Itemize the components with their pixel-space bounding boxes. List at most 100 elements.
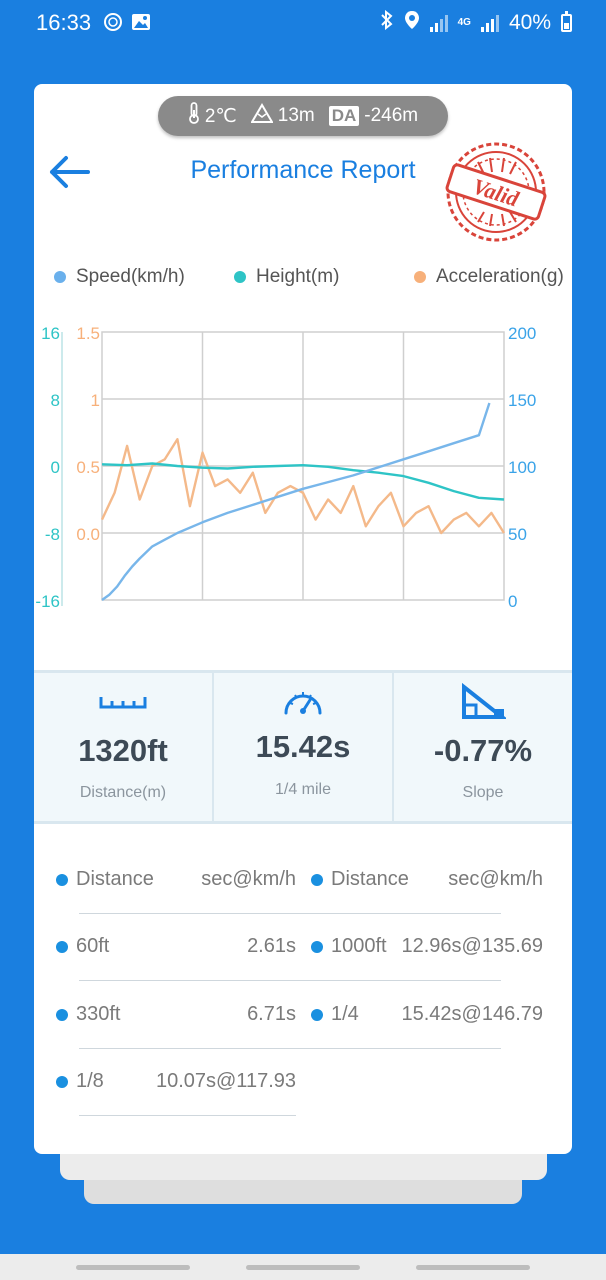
tick-label-height: -16 xyxy=(35,592,60,610)
result-name: 60ft xyxy=(76,935,110,957)
image-icon xyxy=(131,12,151,37)
row-divider xyxy=(79,1048,296,1049)
result-row: 1/8 10.07s@117.93 xyxy=(34,1050,296,1116)
back-button[interactable] xyxy=(46,154,92,190)
result-value: 15.42s@146.79 xyxy=(401,1003,543,1025)
tick-label-height: 0 xyxy=(51,458,60,477)
result-row: 330ft 6.71s xyxy=(34,983,296,1049)
vpn-icon xyxy=(103,12,123,37)
row-divider xyxy=(79,1115,296,1116)
tick-label-height: 16 xyxy=(41,324,60,343)
legend-dot xyxy=(54,271,66,283)
tick-label-speed: 50 xyxy=(508,525,527,544)
series-line-heightm xyxy=(101,462,505,501)
tick-label-speed: 200 xyxy=(508,324,536,343)
location-icon xyxy=(404,10,420,36)
nav-home-button[interactable] xyxy=(246,1265,360,1270)
result-value: 12.96s@135.69 xyxy=(401,935,543,957)
speedometer-icon xyxy=(282,687,324,722)
signal-icon xyxy=(429,14,448,32)
tick-label-speed: 100 xyxy=(508,458,536,477)
legend-dot xyxy=(234,271,246,283)
battery-percent: 40% xyxy=(508,11,551,34)
performance-chart: 16 8 0 -8 -16 1.5 1 0.5 0.0 200 150 100 50 0 xyxy=(35,324,536,610)
legend-speed[interactable]: Speed(km/h) xyxy=(54,266,185,288)
series-line-speedkmh xyxy=(101,402,491,601)
row-divider xyxy=(289,980,501,981)
tick-label-acceleration: 1.5 xyxy=(76,324,100,343)
result-value: 2.61s xyxy=(247,935,296,957)
tick-label-height: -8 xyxy=(45,525,60,544)
tick-label-acceleration: 0.5 xyxy=(76,458,100,477)
network-type: 4G xyxy=(457,17,471,28)
result-row: 1000ft 12.96s@135.69 xyxy=(289,915,543,981)
status-bar: 16:33 4G 40% xyxy=(0,0,606,46)
slope-icon xyxy=(460,682,508,726)
result-name: Distance xyxy=(76,868,154,890)
result-value: 10.07s@117.93 xyxy=(155,1070,296,1092)
stat-distance: 1320ft Distance(m) xyxy=(34,673,212,821)
stat-label: Distance(m) xyxy=(79,784,167,801)
bullet-dot xyxy=(311,874,323,886)
ruler-icon xyxy=(99,695,147,714)
tick-label-speed: 150 xyxy=(508,391,536,410)
da-badge: DA xyxy=(328,106,360,126)
signal-icon-2 xyxy=(480,14,499,32)
result-header-left: Distance sec@km/h xyxy=(34,848,296,914)
density-altitude-value: -246m xyxy=(364,105,419,126)
nav-recents-button[interactable] xyxy=(76,1265,190,1270)
arrow-left-icon xyxy=(50,156,90,188)
tick-label-acceleration: 0.0 xyxy=(76,525,100,544)
row-divider xyxy=(289,913,501,914)
bluetooth-icon xyxy=(380,9,394,36)
legend-acceleration[interactable]: Acceleration(g) xyxy=(414,266,564,288)
bullet-dot xyxy=(56,874,68,886)
report-card: 2℃ 13m DA -246m Performance Report Valid xyxy=(34,84,572,1154)
mountain-icon xyxy=(250,103,274,129)
stat-value: 15.42s xyxy=(255,729,351,764)
tick-label-height: 8 xyxy=(51,391,60,410)
result-name: 1000ft xyxy=(331,935,387,957)
battery-icon xyxy=(561,11,572,32)
bullet-dot xyxy=(56,1009,68,1021)
result-value: sec@km/h xyxy=(448,868,543,890)
stat-value: 1320ft xyxy=(78,733,168,768)
valid-stamp: Valid xyxy=(442,140,552,244)
bullet-dot xyxy=(56,941,68,953)
result-value: sec@km/h xyxy=(201,868,296,890)
row-divider xyxy=(79,980,296,981)
result-row: 60ft 2.61s xyxy=(34,915,296,981)
environment-pill: 2℃ 13m DA -246m xyxy=(158,96,448,136)
tick-label-speed: 0 xyxy=(508,592,517,610)
result-name: 1/4 xyxy=(331,1003,359,1025)
stat-slope: -0.77% Slope xyxy=(392,673,572,821)
status-time: 16:33 xyxy=(36,10,92,35)
legend-height[interactable]: Height(m) xyxy=(234,266,339,288)
altitude-value: 13m xyxy=(277,105,315,126)
stat-value: -0.77% xyxy=(433,733,533,768)
legend-label: Acceleration(g) xyxy=(436,266,564,287)
tick-label-acceleration: 1 xyxy=(91,391,100,410)
row-divider xyxy=(289,1048,501,1049)
result-row: 1/4 15.42s@146.79 xyxy=(289,983,543,1049)
temperature-value: 2℃ xyxy=(204,105,237,127)
row-divider xyxy=(79,913,296,914)
result-name: 1/8 xyxy=(76,1070,104,1092)
bullet-dot xyxy=(56,1076,68,1088)
legend-label: Speed(km/h) xyxy=(76,266,185,287)
navigation-bar xyxy=(0,1254,606,1280)
stats-panel: 1320ft Distance(m) 15.42s 1/4 mile -0.77… xyxy=(34,670,572,824)
result-header-right: Distance sec@km/h xyxy=(289,848,543,914)
result-name: 330ft xyxy=(76,1003,121,1025)
result-value: 6.71s xyxy=(247,1003,296,1025)
stat-quarter-mile: 15.42s 1/4 mile xyxy=(212,673,392,821)
series-line-accelerationg xyxy=(100,438,506,535)
bullet-dot xyxy=(311,1009,323,1021)
nav-back-button[interactable] xyxy=(416,1265,530,1270)
legend-label: Height(m) xyxy=(256,266,340,287)
stat-label: 1/4 mile xyxy=(274,781,332,798)
page-title: Performance Report xyxy=(190,156,416,184)
bullet-dot xyxy=(311,941,323,953)
result-name: Distance xyxy=(331,868,409,890)
stat-label: Slope xyxy=(462,784,504,801)
